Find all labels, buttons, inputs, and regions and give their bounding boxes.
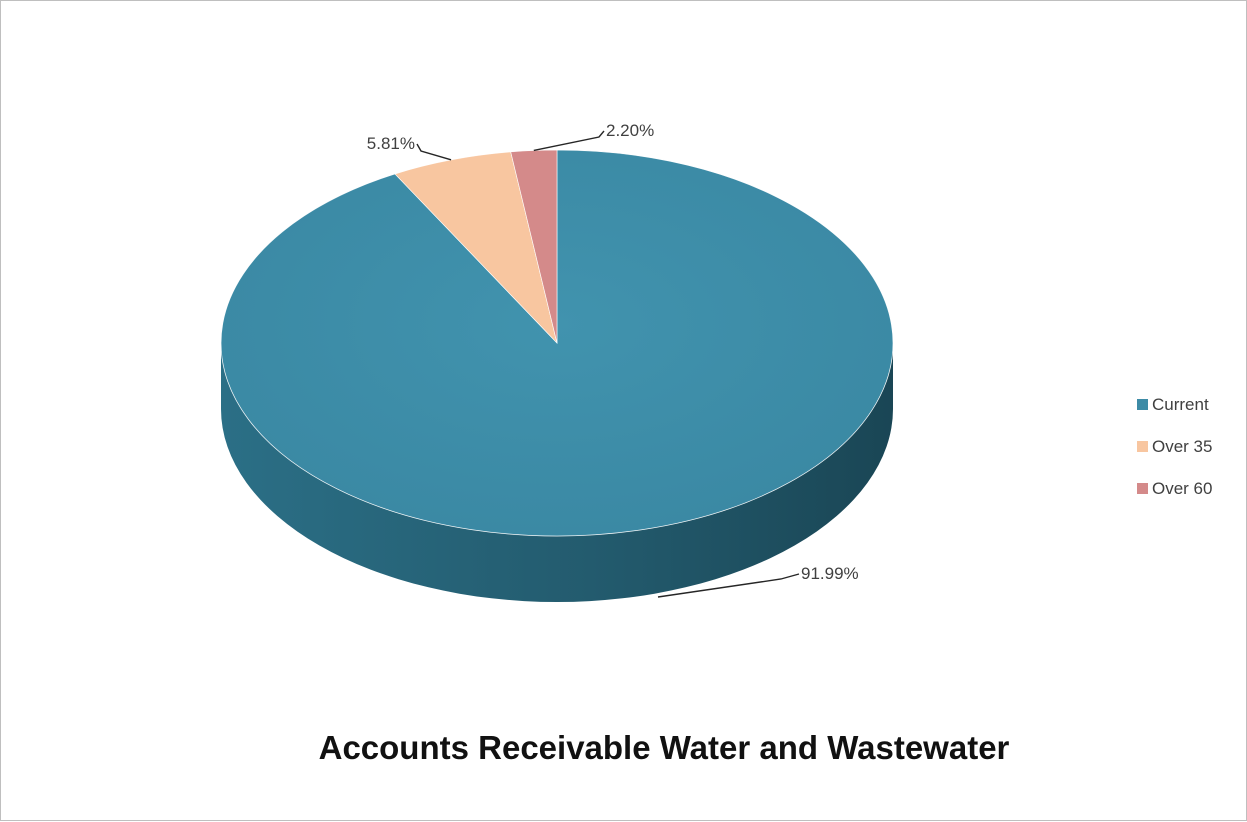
legend: Current Over 35 Over 60	[1137, 395, 1212, 498]
data-label-over-60: 2.20%	[606, 121, 654, 140]
data-label-over-35: 5.81%	[367, 134, 415, 153]
legend-swatch-over-35	[1137, 441, 1148, 452]
pie-slice-over-60	[510, 149, 558, 344]
legend-label-current: Current	[1152, 395, 1209, 414]
pie-side-wall	[221, 343, 893, 602]
chart-title: Accounts Receivable Water and Wastewater	[319, 729, 1010, 766]
legend-label-over-60: Over 60	[1152, 479, 1212, 498]
pie-slice-over-35	[394, 151, 558, 345]
legend-swatch-current	[1137, 399, 1148, 410]
pie-group	[220, 149, 894, 602]
leader-line-current	[657, 573, 800, 598]
leader-line-over-35	[416, 143, 452, 161]
data-labels: 91.99% 5.81% 2.20%	[367, 121, 859, 598]
legend-swatch-over-60	[1137, 483, 1148, 494]
legend-label-over-35: Over 35	[1152, 437, 1212, 456]
leader-line-over-60	[533, 130, 605, 152]
data-label-current: 91.99%	[801, 564, 859, 583]
pie-rim	[220, 149, 894, 537]
